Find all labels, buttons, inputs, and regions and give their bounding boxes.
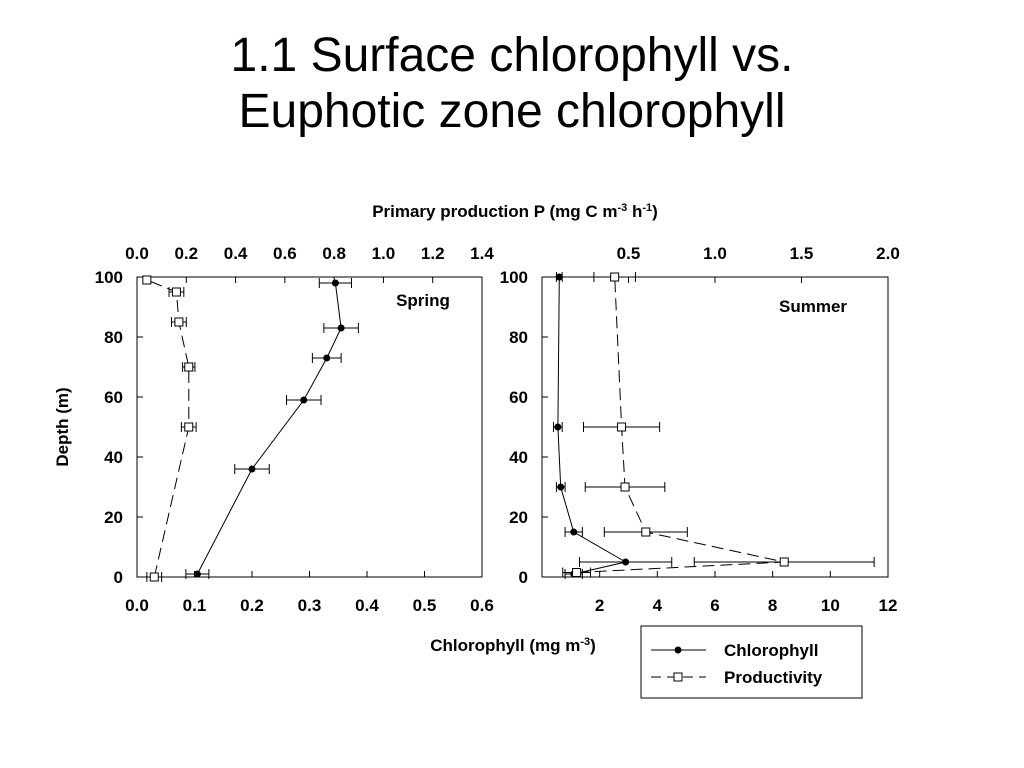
spring-bottom-tick-label: 0.6 (470, 596, 494, 615)
spring-y-tick-label: 80 (104, 328, 123, 347)
spring-productivity-point (171, 287, 181, 297)
legend: Chlorophyll Productivity (640, 625, 863, 699)
spring-bottom-tick-label: 0.0 (125, 596, 149, 615)
spring-y-tick-label: 40 (104, 448, 123, 467)
summer-chlorophyll-point (557, 483, 565, 491)
summer-productivity-line (576, 276, 785, 573)
spring-top-tick-label: 1.0 (372, 244, 396, 263)
spring-y-tick-label: 20 (104, 508, 123, 527)
spring-top-tick-label: 0.6 (273, 244, 297, 263)
summer-productivity-point (641, 527, 651, 537)
slide-title: 1.1 Surface chlorophyll vs. Euphotic zon… (0, 28, 1024, 140)
legend-productivity-label: Productivity (724, 668, 823, 687)
summer-panel-label: Summer (779, 297, 847, 316)
spring-productivity-point (184, 362, 194, 372)
summer-chlorophyll-point (555, 273, 563, 281)
spring-top-tick-label: 1.2 (421, 244, 445, 263)
summer-bottom-tick-label: 2 (595, 596, 604, 615)
spring-bottom-tick-label: 0.4 (355, 596, 379, 615)
top-axis-title: Primary production P (mg C m-3 h-1) (372, 202, 658, 221)
legend-chlorophyll-marker (674, 646, 682, 654)
slide-title-line-2: Euphotic zone chlorophyll (238, 85, 786, 138)
summer-top-tick-label: 1.0 (703, 244, 727, 263)
summer-y-tick-label: 60 (509, 388, 528, 407)
summer-y-tick-label: 40 (509, 448, 528, 467)
spring-top-tick-label: 0.2 (174, 244, 198, 263)
spring-bottom-tick-label: 0.5 (413, 596, 437, 615)
summer-chlorophyll-point (554, 423, 562, 431)
spring-productivity-point (149, 572, 159, 582)
summer-bottom-tick-label: 12 (879, 596, 898, 615)
spring-top-tick-label: 0.4 (224, 244, 248, 263)
summer-bottom-tick-label: 8 (768, 596, 777, 615)
spring-chlorophyll-point (300, 396, 308, 404)
summer-bottom-tick-label: 4 (653, 596, 663, 615)
summer-y-tick-label: 80 (509, 328, 528, 347)
spring-bottom-tick-label: 0.2 (240, 596, 264, 615)
legend-box (640, 625, 863, 699)
summer-bottom-tick-label: 6 (710, 596, 719, 615)
spring-top-tick-label: 0.8 (322, 244, 346, 263)
spring-productivity-line (146, 279, 190, 578)
summer-y-tick-label: 0 (519, 568, 528, 587)
spring-top-tick-label: 1.4 (470, 244, 494, 263)
summer-productivity-point (779, 557, 789, 567)
summer-y-tick-label: 20 (509, 508, 528, 527)
spring-chlorophyll-point (331, 279, 339, 287)
spring-productivity-point (174, 317, 184, 327)
spring-chlorophyll-point (248, 465, 256, 473)
spring-y-tick-label: 60 (104, 388, 123, 407)
summer-top-tick-label: 1.5 (790, 244, 814, 263)
summer-productivity-point (572, 568, 582, 577)
spring-bottom-tick-label: 0.1 (183, 596, 207, 615)
legend-chlorophyll-label: Chlorophyll (724, 641, 818, 660)
summer-chlorophyll-point (622, 558, 630, 566)
spring-top-tick-label: 0.0 (125, 244, 149, 263)
spring-productivity-point (184, 422, 194, 432)
spring-panel-label: Spring (396, 291, 450, 310)
summer-productivity-point (620, 482, 630, 492)
summer-y-tick-label: 100 (500, 268, 528, 287)
spring-chlorophyll-point (193, 570, 201, 578)
summer-productivity-point (610, 272, 620, 282)
legend-productivity-marker (673, 672, 683, 682)
spring-chlorophyll-point (337, 324, 345, 332)
bottom-axis-title: Chlorophyll (mg m-3) (430, 636, 596, 655)
summer-bottom-tick-label: 10 (821, 596, 840, 615)
spring-bottom-tick-label: 0.3 (298, 596, 322, 615)
slide-title-line-1: 1.1 Surface chlorophyll vs. (230, 29, 794, 82)
spring-productivity-point (142, 275, 152, 285)
summer-panel: 0 20 40 60 80 100 2 4 6 8 10 12 0.5 1.0 1.5 2.0 Summer (500, 244, 900, 615)
summer-top-tick-label: 2.0 (876, 244, 900, 263)
y-axis-title: Depth (m) (53, 387, 72, 466)
spring-chlorophyll-line (196, 282, 342, 575)
spring-y-tick-label: 0 (114, 568, 123, 587)
summer-chlorophyll-point (570, 528, 578, 536)
summer-top-tick-label: 0.5 (617, 244, 641, 263)
summer-productivity-point (617, 422, 627, 432)
spring-chlorophyll-point (323, 354, 331, 362)
summer-chlorophyll-line (557, 276, 627, 575)
spring-y-tick-label: 100 (95, 268, 123, 287)
